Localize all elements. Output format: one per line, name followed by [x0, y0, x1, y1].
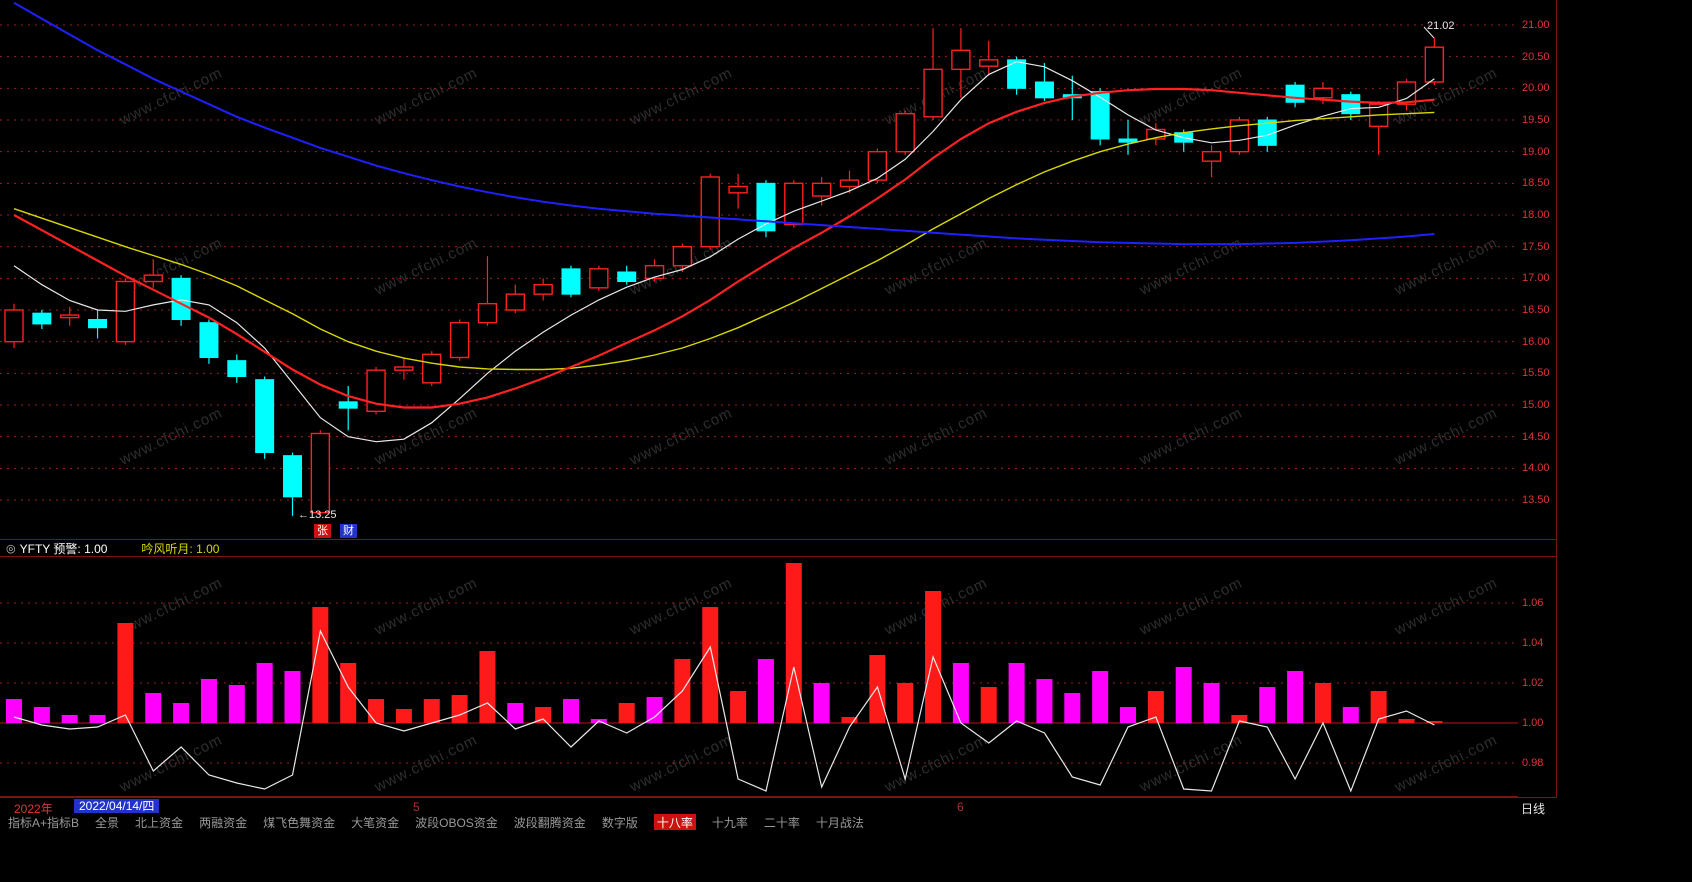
bottom-tab-item[interactable]: 煤飞色舞资金: [263, 816, 336, 830]
price-tick-label: 20.00: [1522, 82, 1550, 95]
price-tick-label: 18.50: [1522, 177, 1550, 190]
bottom-tab-item[interactable]: 全景: [95, 816, 120, 830]
indicator-value-axis: 1.06 1.04 1.02 1.00 0.98: [1518, 557, 1556, 882]
month-mark-label: 6: [957, 800, 964, 814]
price-tick-label: 17.00: [1522, 272, 1550, 285]
indicator-name-value: YFTY 预警: 1.00: [19, 541, 108, 556]
bottom-tab-item[interactable]: 数字版: [601, 816, 638, 830]
indicator-line: [13, 629, 1435, 793]
last-price-annotation: 21.02: [1427, 20, 1455, 32]
price-tick-label: 19.00: [1522, 145, 1550, 158]
price-tick-label: 19.50: [1522, 114, 1550, 126]
price-tick-label: 15.00: [1522, 399, 1550, 411]
bottom-tab-item[interactable]: 两融资金: [199, 816, 248, 830]
price-tick-label: 18.00: [1522, 209, 1550, 221]
bottom-tab-item[interactable]: 波段OBOS资金: [415, 816, 498, 830]
indicator-tick-label: 1.06: [1522, 597, 1544, 609]
ma-slow-red: [13, 87, 1435, 409]
main-price-axis: 21.00 20.50 20.00 19.50 19.00 18.50 18.00 17.50…: [1518, 0, 1556, 814]
bottom-tab-item[interactable]: 十八率: [653, 814, 696, 830]
bottom-tab-item[interactable]: 十月战法: [815, 816, 864, 830]
indicator-bars: [6, 563, 1443, 723]
indicator-tick-label: 1.02: [1522, 677, 1544, 689]
bottom-tab-item[interactable]: 指标A+指标B: [8, 816, 80, 830]
marker-badge-1[interactable]: 张: [314, 524, 331, 538]
kline-canvas[interactable]: [0, 0, 1518, 540]
indicator-secondary-value: 吟风听月: 1.00: [141, 541, 220, 556]
price-tick-label: 17.50: [1522, 240, 1550, 253]
price-tick-label: 20.50: [1522, 50, 1550, 63]
price-tick-label: 15.50: [1522, 367, 1550, 380]
candles: [4, 28, 1445, 516]
bottom-tab-item[interactable]: 大笔资金: [351, 816, 400, 830]
axis-separator-line: [1556, 0, 1557, 814]
year-label: 2022年: [14, 802, 53, 816]
indicator-canvas[interactable]: [0, 557, 1518, 797]
marker-badge-2[interactable]: 财: [340, 524, 357, 538]
ma-lines: [13, 1, 1435, 443]
last-price-pointer: [1423, 26, 1435, 39]
bottom-tab-strip: 指标A+指标B 全景 北上资金 两融资金 煤飞色舞资金 大笔资金 波段OBOS资金 波段翻腾资…: [0, 814, 1692, 830]
bottom-tab-item[interactable]: 二十率: [763, 816, 800, 830]
ma-fast-white: [13, 61, 1435, 443]
month-mark-label: 5: [413, 800, 420, 814]
bottom-tab-item[interactable]: 波段翻腾资金: [513, 816, 586, 830]
indicator-header-bar: ◎ YFTY 预警: 1.00 吟风听月: 1.00: [0, 539, 1557, 557]
price-tick-label: 16.50: [1522, 304, 1550, 316]
selected-date-chip[interactable]: 2022/04/14/四: [74, 799, 160, 813]
price-tick-label: 14.50: [1522, 430, 1550, 443]
time-axis-bar: 2022年 2022/04/14/四 日线 5 6: [0, 797, 1557, 816]
bottom-tab-item[interactable]: 北上资金: [135, 816, 184, 830]
price-tick-label: 13.50: [1522, 494, 1550, 506]
price-tick-label: 16.00: [1522, 335, 1550, 348]
main-chart-panel[interactable]: ←13.25 21.02 张 财: [0, 0, 1518, 540]
low-price-annotation: ←13.25: [298, 509, 337, 521]
period-selector[interactable]: 日线: [1521, 802, 1546, 816]
indicator-tick-label: 1.04: [1522, 637, 1544, 649]
price-tick-label: 21.00: [1522, 19, 1550, 31]
indicator-tick-label: 0.98: [1522, 757, 1544, 769]
indicator-tick-label: 1.00: [1522, 717, 1544, 729]
bottom-tab-item[interactable]: 十九率: [711, 816, 748, 830]
price-tick-label: 14.00: [1522, 462, 1550, 475]
ma-long-blue: [13, 1, 1435, 246]
ma-mid-yellow: [13, 111, 1435, 371]
indicator-chart-panel[interactable]: [0, 557, 1518, 797]
indicator-circle-icon[interactable]: ◎: [6, 542, 16, 555]
